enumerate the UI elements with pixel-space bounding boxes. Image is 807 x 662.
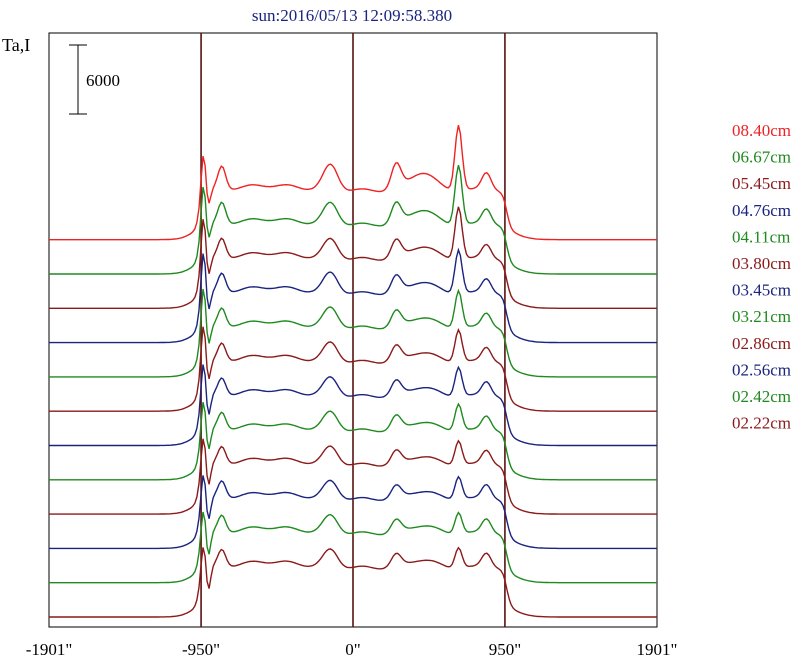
series-line-04.11cm [49, 288, 657, 378]
x-tick-label: 1901" [637, 640, 678, 659]
y-axis-label: Ta,I [2, 35, 30, 55]
series-line-05.45cm [49, 206, 657, 309]
series-line-03.45cm [49, 364, 657, 447]
legend: 08.40cm 06.67cm 05.45cm 04.76cm 04.11cm 03.80… [732, 121, 791, 433]
legend-entry: 04.11cm [732, 227, 790, 246]
legend-entry: 02.42cm [732, 387, 791, 406]
series-line-06.67cm [49, 165, 657, 275]
series-line-04.76cm [49, 247, 657, 344]
series-line-02.86cm [49, 438, 657, 515]
legend-entry: 02.56cm [732, 360, 791, 379]
x-tick-label: -950" [182, 640, 220, 659]
scale-bar-label: 6000 [86, 71, 120, 90]
legend-entry: 05.45cm [732, 174, 791, 193]
legend-entry: 02.86cm [732, 334, 791, 353]
series-line-08.40cm [49, 125, 657, 241]
series-line-02.22cm [49, 546, 657, 618]
legend-entry: 02.22cm [732, 414, 791, 433]
x-tick-labels: -1901" -950" 0" 950" 1901" [26, 640, 678, 659]
series-line-02.42cm [49, 511, 657, 584]
x-tick-label: 950" [489, 640, 521, 659]
legend-entry: 03.45cm [732, 281, 791, 300]
legend-entry: 04.76cm [732, 201, 791, 220]
series-layer [49, 125, 657, 618]
series-line-03.21cm [49, 402, 657, 481]
legend-entry: 03.80cm [732, 254, 791, 273]
legend-entry: 03.21cm [732, 307, 791, 326]
x-tick-label: 0" [345, 640, 360, 659]
series-line-02.56cm [49, 475, 657, 550]
scale-bar: 6000 [69, 44, 120, 115]
legend-entry: 08.40cm [732, 121, 791, 140]
x-tick-label: -1901" [26, 640, 73, 659]
vertical-reference-lines [200, 33, 506, 627]
series-line-03.80cm [49, 326, 657, 412]
chart-title: sun:2016/05/13 12:09:58.380 [252, 6, 452, 25]
legend-entry: 06.67cm [732, 148, 791, 167]
